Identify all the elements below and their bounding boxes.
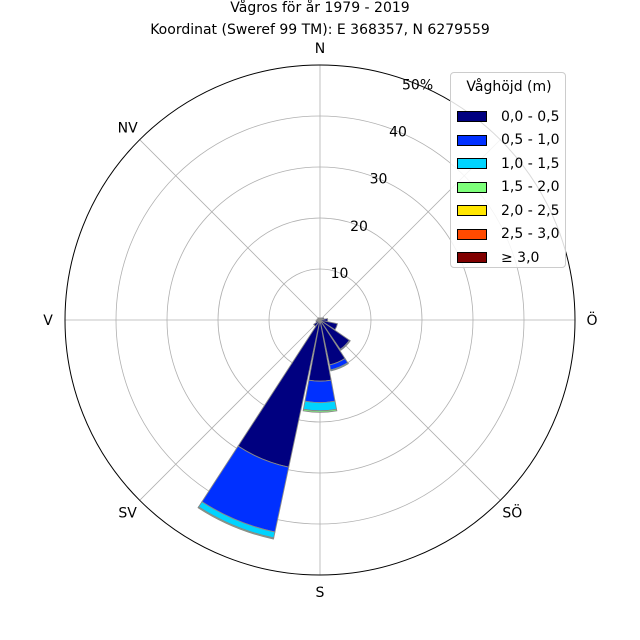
legend-item: 1,5 - 2,0 [457, 176, 559, 200]
legend-swatch [457, 228, 487, 240]
legend-label: ≥ 3,0 [501, 249, 540, 266]
legend-swatch [457, 205, 487, 217]
rose-bar-segment [319, 319, 338, 331]
direction-labels: N NV V SV S SÖ Ö [43, 41, 597, 601]
rose-bar-segment [313, 319, 321, 327]
legend-label: 2,0 - 2,5 [501, 202, 560, 219]
direction-label: NV [118, 121, 138, 137]
legend-label: 1,5 - 2,0 [501, 179, 560, 196]
legend-swatch [457, 252, 487, 264]
legend-label: 0,5 - 1,0 [501, 132, 560, 149]
rose-bar-segment [330, 362, 349, 372]
chart-subtitle: Koordinat (Sweref 99 TM): E 368357, N 62… [150, 22, 490, 38]
legend-item: 2,0 - 2,5 [457, 199, 559, 223]
direction-label: V [43, 313, 53, 329]
legend-item: 0,5 - 1,0 [457, 129, 559, 153]
radial-tick-label: 50% [402, 77, 433, 93]
rose-bar-segment [304, 379, 336, 404]
grid-circle [217, 217, 423, 423]
grid-circle [115, 115, 525, 525]
rose-bar-segment [339, 339, 351, 351]
legend-label: 2,5 - 3,0 [501, 226, 560, 243]
legend-swatch [457, 158, 487, 170]
chart-title: Vågros för år 1979 - 2019 [230, 0, 409, 16]
legend-swatch [457, 134, 487, 146]
legend-item: 2,5 - 3,0 [457, 223, 559, 247]
radial-tick-label: 30 [370, 172, 388, 188]
grid-spoke [139, 139, 321, 321]
direction-label: SÖ [502, 503, 522, 521]
legend-item: 1,0 - 1,5 [457, 152, 559, 176]
radial-tick-labels: 10 20 30 40 50% [331, 77, 434, 281]
rose-bar-segment [319, 318, 329, 322]
rose-bars [197, 317, 351, 540]
rose-bar-segment [197, 506, 275, 540]
radial-tick-label: 40 [389, 125, 407, 141]
legend-item: 0,0 - 0,5 [457, 105, 559, 129]
legend-items: 0,0 - 0,5 0,5 - 1,0 1,0 - 1,5 1,5 - 2,0 2,0 … [457, 105, 559, 270]
direction-label: S [316, 585, 325, 601]
legend-swatch [457, 111, 487, 123]
radial-tick-label: 10 [331, 266, 349, 282]
outer-circle [64, 64, 576, 576]
legend: Våghöjd (m) 0,0 - 0,5 0,5 - 1,0 1,0 - 1,5 1… [450, 72, 566, 268]
radial-tick-label: 20 [350, 219, 368, 235]
legend-label: 1,0 - 1,5 [501, 155, 560, 172]
grid-spoke [319, 319, 501, 501]
direction-label: N [315, 41, 325, 57]
rose-bar-segment [302, 400, 338, 412]
legend-label: 0,0 - 0,5 [501, 108, 560, 125]
rose-bar-segment [302, 408, 338, 413]
legend-title: Våghöjd (m) [466, 79, 552, 95]
direction-label: SV [118, 505, 137, 521]
legend-swatch [457, 181, 487, 193]
grid-spoke [139, 319, 321, 501]
legend-item: ≥ 3,0 [457, 246, 559, 270]
grid-circle [166, 166, 474, 474]
direction-label: Ö [586, 311, 597, 329]
